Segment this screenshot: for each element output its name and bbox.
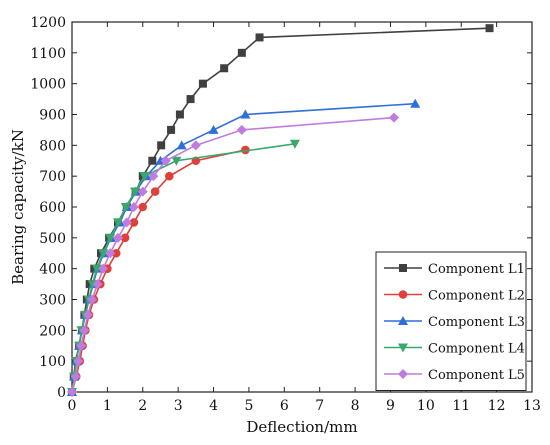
- legend-label: Component L4: [428, 342, 525, 357]
- legend: Component L1 Component L2 Component L3 Comp…: [375, 251, 527, 391]
- data-point: [139, 172, 150, 182]
- data-point: [138, 202, 148, 212]
- y-tick-label: 1000: [30, 77, 66, 93]
- legend-marker: [398, 290, 408, 299]
- data-point: [120, 233, 130, 243]
- axes: 0 1 2 3 4 5 6 7 8 9 10 11 12 130100200300400500600700…: [30, 15, 541, 414]
- data-point: [113, 232, 123, 243]
- data-point: [241, 145, 250, 155]
- data-point: [73, 356, 84, 367]
- data-point: [121, 217, 132, 228]
- legend-marker: [398, 343, 408, 353]
- data-point: [160, 155, 171, 166]
- legend-marker: [398, 369, 408, 379]
- y-tick-label: 1100: [30, 46, 66, 62]
- legend-label: Component L3: [428, 315, 525, 330]
- x-tick-label: 1: [103, 398, 112, 414]
- data-point: [148, 171, 159, 182]
- data-point: [120, 203, 131, 212]
- y-tick-label: 600: [39, 200, 66, 216]
- y-tick-label: 100: [39, 354, 66, 370]
- y-tick-label: 1200: [30, 15, 66, 31]
- data-point: [129, 187, 140, 197]
- x-tick-label: 7: [315, 398, 324, 414]
- data-point: [157, 141, 166, 150]
- data-point: [76, 340, 87, 351]
- data-point: [91, 264, 102, 274]
- x-tick-label: 10: [417, 398, 435, 414]
- data-point: [236, 124, 247, 135]
- data-point: [175, 110, 184, 119]
- y-tick-label: 800: [39, 138, 66, 154]
- data-point: [105, 233, 116, 243]
- legend-label: Component L5: [428, 368, 525, 383]
- data-point: [237, 48, 246, 57]
- x-tick-label: 13: [523, 398, 541, 414]
- data-point: [167, 125, 176, 134]
- x-tick-label: 4: [209, 398, 218, 414]
- data-point: [148, 156, 157, 165]
- data-point: [220, 64, 229, 73]
- data-point: [70, 371, 81, 382]
- data-point: [87, 294, 98, 305]
- y-tick-label: 200: [39, 323, 66, 339]
- data-point: [111, 248, 121, 258]
- data-point: [240, 109, 251, 119]
- x-tick-label: 3: [174, 398, 183, 414]
- y-tick-label: 300: [39, 293, 66, 309]
- data-point: [289, 139, 300, 149]
- y-tick-label: 900: [39, 108, 66, 124]
- data-point: [171, 156, 182, 166]
- legend-label: Component L1: [428, 262, 525, 277]
- data-point: [67, 387, 77, 397]
- data-point: [129, 218, 139, 227]
- data-point: [128, 202, 139, 212]
- x-tick-label: 11: [452, 398, 470, 414]
- legend-label: Component L2: [428, 289, 525, 304]
- data-point: [208, 124, 219, 134]
- y-tick-label: 0: [57, 385, 66, 401]
- data-point: [137, 186, 148, 197]
- legend-marker: [398, 316, 408, 325]
- data-point: [79, 325, 90, 336]
- x-tick-label: 2: [138, 398, 147, 414]
- data-point: [85, 280, 94, 289]
- legend-marker: [399, 264, 407, 272]
- x-tick-label: 0: [68, 398, 77, 414]
- y-tick-label: 400: [39, 262, 66, 278]
- series-5: [67, 112, 399, 397]
- y-tick-label: 500: [39, 231, 66, 247]
- data-point: [186, 95, 195, 104]
- y-axis-label: Bearing capacity/kN: [9, 129, 27, 285]
- data-point: [92, 279, 103, 290]
- data-point: [98, 263, 109, 274]
- data-point: [198, 79, 207, 88]
- data-point: [113, 218, 123, 228]
- data-point: [255, 33, 264, 42]
- data-point: [165, 171, 174, 181]
- x-tick-label: 9: [386, 398, 395, 414]
- data-point: [485, 24, 494, 33]
- data-point: [410, 98, 421, 108]
- x-tick-label: 12: [488, 398, 506, 414]
- x-tick-label: 5: [244, 398, 253, 414]
- data-point: [150, 187, 160, 196]
- series-layer: [67, 24, 494, 397]
- x-tick-label: 6: [280, 398, 289, 414]
- data-point: [82, 309, 93, 320]
- data-point: [98, 249, 109, 259]
- data-point: [389, 112, 399, 123]
- data-point: [190, 140, 201, 151]
- data-point: [176, 140, 187, 150]
- series-line: [71, 116, 395, 393]
- y-tick-label: 700: [39, 169, 66, 185]
- x-axis-label: Deflection/mm: [246, 418, 357, 436]
- x-tick-label: 8: [351, 398, 360, 414]
- data-point: [105, 248, 116, 259]
